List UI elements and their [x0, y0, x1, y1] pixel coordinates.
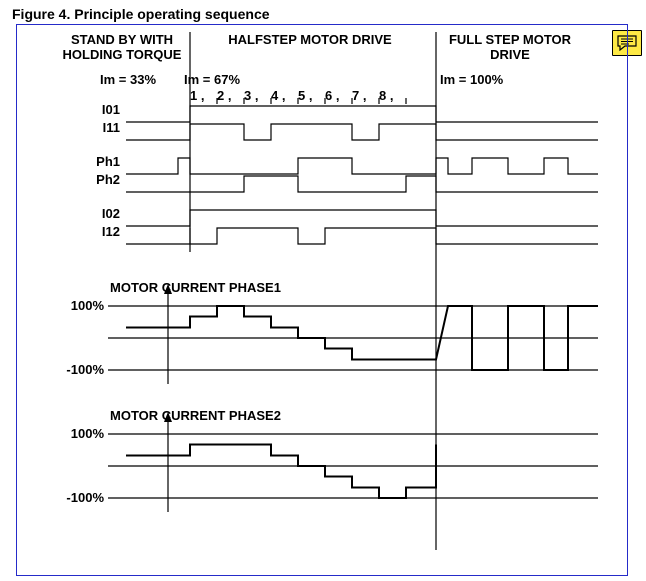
timing-diagram: [0, 0, 646, 581]
page: Figure 4. Principle operating sequence S…: [0, 0, 646, 581]
